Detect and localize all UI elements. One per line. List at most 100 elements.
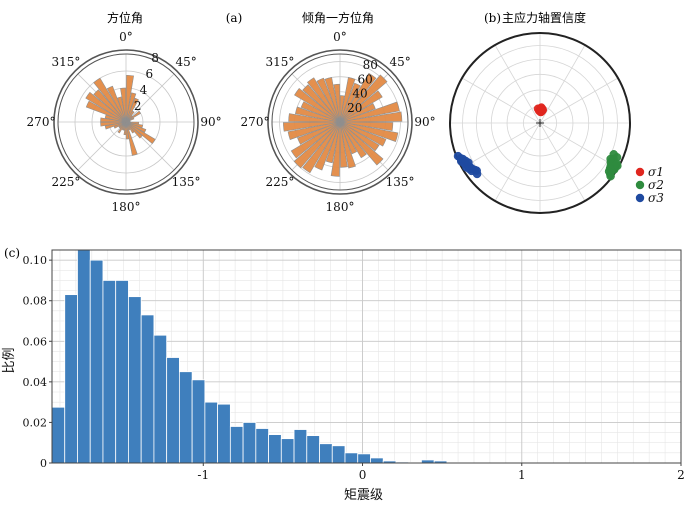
rose-radial-tick-label: 4 xyxy=(140,83,148,97)
rose-bar xyxy=(288,113,341,123)
rose-bar xyxy=(125,121,156,145)
stereonet-azimuth-gridline xyxy=(539,77,619,124)
rose-inner-ring xyxy=(271,53,409,191)
rose-radial-tick-label: 60 xyxy=(358,72,373,86)
rose-bar xyxy=(120,87,127,123)
rose-radial-tick-label: 40 xyxy=(352,87,367,101)
rose-radial-tick-label: 8 xyxy=(151,51,159,65)
legend-marker xyxy=(635,193,645,203)
rose-angle-tick-label: 90° xyxy=(200,115,221,129)
rose-bar xyxy=(339,111,403,123)
legend-label: σ1 xyxy=(648,165,664,179)
rose-bar xyxy=(300,101,341,123)
rose-angle-tick-label: 45° xyxy=(389,55,410,69)
rose-angle-tick-label: 0° xyxy=(333,30,347,44)
histogram-bar xyxy=(89,259,104,464)
rose-angular-gridline xyxy=(125,73,175,123)
rose-outer-ring xyxy=(53,49,199,195)
rose-bar xyxy=(339,121,394,131)
stereonet-point xyxy=(609,150,618,159)
stereonet-chart xyxy=(449,32,631,214)
stereonet-azimuth-gridline xyxy=(494,44,541,124)
histogram-bar xyxy=(51,406,66,464)
y-tick-label: 0.08 xyxy=(23,295,48,308)
rose-bar xyxy=(125,121,138,156)
rose-bar xyxy=(339,121,380,152)
panel-c-label: (c) xyxy=(4,246,20,260)
stereonet-azimuth-gridline xyxy=(539,122,619,169)
stereonet-point xyxy=(606,171,615,181)
x-tick-label: -1 xyxy=(197,468,209,482)
legend-label: σ3 xyxy=(648,191,664,205)
dip-azimuth-rose-title: 倾角一方位角 xyxy=(302,10,374,25)
rose-angle-tick-label: 315° xyxy=(265,55,294,69)
rose-bar xyxy=(295,106,341,123)
histogram-bar xyxy=(242,422,257,464)
legend-marker xyxy=(635,167,645,177)
rose-bar xyxy=(324,77,341,123)
stereonet-azimuth-gridline xyxy=(461,77,541,124)
rose-bar xyxy=(339,121,358,155)
rose-angle-tick-label: 90° xyxy=(414,115,435,129)
rose-bar xyxy=(333,83,341,123)
stereonet-point xyxy=(613,161,622,171)
histogram-bar xyxy=(153,334,168,464)
rose-radial-tick-label: 20 xyxy=(347,101,362,115)
histogram-frame xyxy=(51,249,682,464)
rose-bar xyxy=(339,77,356,123)
rose-angle-tick-label: 135° xyxy=(172,175,201,189)
rose-bar xyxy=(339,101,400,123)
rose-angle-tick-label: 45° xyxy=(175,55,196,69)
rose-bar xyxy=(330,121,341,177)
x-tick-label: 1 xyxy=(518,468,526,482)
legend-marker xyxy=(635,180,645,190)
y-tick-label: 0.10 xyxy=(23,254,48,267)
rose-bar xyxy=(339,103,376,123)
rose-radial-tick-label: 80 xyxy=(363,58,378,72)
rose-angle-tick-label: 270° xyxy=(27,115,56,129)
rose-bar xyxy=(125,121,130,140)
x-tick-label: 0 xyxy=(359,468,367,482)
rose-bar xyxy=(106,85,127,123)
rose-bar xyxy=(339,121,387,147)
rose-bar xyxy=(325,121,341,164)
magnitude-histogram-chart: -1 0 1 2 0 0.02 0.04 0.06 0.08 0.10 矩震级 比例 xyxy=(2,249,685,503)
rose-angle-tick-label: 0° xyxy=(119,30,133,44)
rose-bar xyxy=(339,90,383,123)
rose-bar xyxy=(85,100,127,123)
rose-angle-tick-label: 225° xyxy=(265,175,294,189)
rose-bar xyxy=(339,121,348,168)
rose-bar xyxy=(339,72,377,123)
rose-bar xyxy=(306,77,341,123)
rose-bar xyxy=(93,89,127,123)
rose-bar xyxy=(339,82,361,123)
x-tick-label: 2 xyxy=(677,468,685,482)
histogram-bar xyxy=(229,426,244,464)
y-axis-label: 比例 xyxy=(2,347,17,373)
stereonet-point xyxy=(458,154,468,164)
histogram-bar xyxy=(102,280,117,464)
histogram-bar xyxy=(306,435,320,464)
rose-bar xyxy=(294,88,341,123)
stereonet-azimuth-gridline xyxy=(494,122,541,202)
stereonet-azimuth-gridline xyxy=(461,122,541,169)
rose-angle-tick-label: 180° xyxy=(326,200,355,214)
azimuth-rose-title: 方位角 xyxy=(107,10,143,25)
histogram-bar xyxy=(319,443,333,464)
rose-bar xyxy=(316,77,341,123)
rose-bar xyxy=(297,121,341,145)
rose-bar xyxy=(290,121,341,159)
histogram-bar xyxy=(217,403,231,464)
histogram-bar xyxy=(178,371,193,464)
rose-bar xyxy=(125,117,135,123)
rose-bar xyxy=(339,74,388,123)
rose-angle-tick-label: 315° xyxy=(51,55,80,69)
histogram-bar xyxy=(128,296,142,464)
rose-bar xyxy=(339,121,367,159)
y-tick-label: 0.04 xyxy=(23,376,48,389)
rose-bar xyxy=(339,121,399,142)
histogram-bar xyxy=(191,379,206,464)
